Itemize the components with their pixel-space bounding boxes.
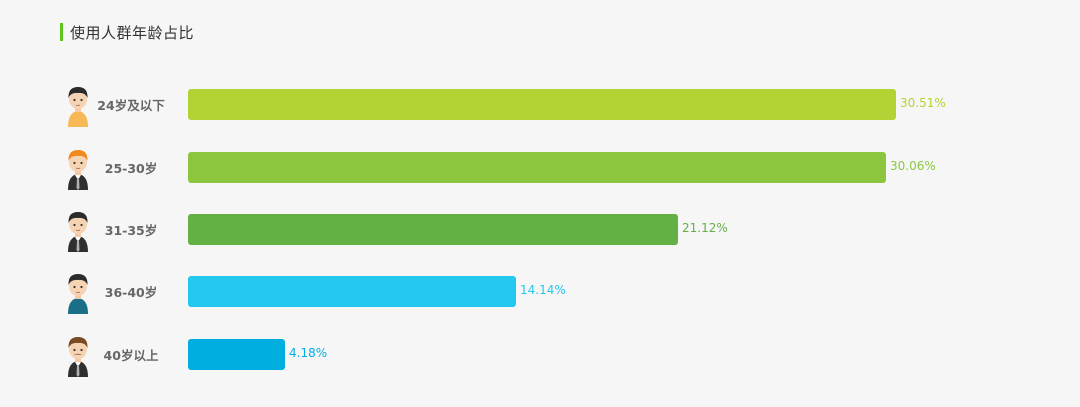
suit-man-avatar-icon: [62, 208, 94, 252]
value-label: 30.06%: [890, 159, 936, 173]
bar: [188, 339, 285, 370]
mustache-man-avatar-icon: [62, 333, 94, 377]
bar: [188, 89, 896, 120]
bar: [188, 214, 678, 245]
category-label: 31-35岁: [104, 223, 158, 238]
category-label: 25-30岁: [104, 161, 158, 176]
young-man-avatar-icon: [62, 83, 94, 127]
chart-row: 25-30岁 30.06%: [0, 146, 1080, 190]
bar: [188, 152, 886, 183]
value-label: 4.18%: [289, 346, 328, 360]
value-label: 14.14%: [520, 283, 566, 297]
chart-header: 使用人群年龄占比: [60, 22, 194, 42]
chart-row: 24岁及以下 30.51%: [0, 83, 1080, 127]
teal-shirt-man-avatar-icon: [62, 270, 94, 314]
chart-row: 31-35岁 21.12%: [0, 208, 1080, 252]
title-accent-bar: [60, 23, 63, 41]
chart-row: 36-40岁 14.14%: [0, 270, 1080, 314]
category-label: 36-40岁: [104, 285, 158, 300]
category-label: 24岁及以下: [97, 98, 165, 113]
chart-title: 使用人群年龄占比: [70, 23, 195, 42]
bar: [188, 276, 516, 307]
category-label: 40岁以上: [103, 348, 159, 363]
ginger-man-avatar-icon: [62, 146, 94, 190]
value-label: 30.51%: [900, 96, 946, 110]
chart-row: 40岁以上 4.18%: [0, 333, 1080, 377]
value-label: 21.12%: [682, 221, 728, 235]
